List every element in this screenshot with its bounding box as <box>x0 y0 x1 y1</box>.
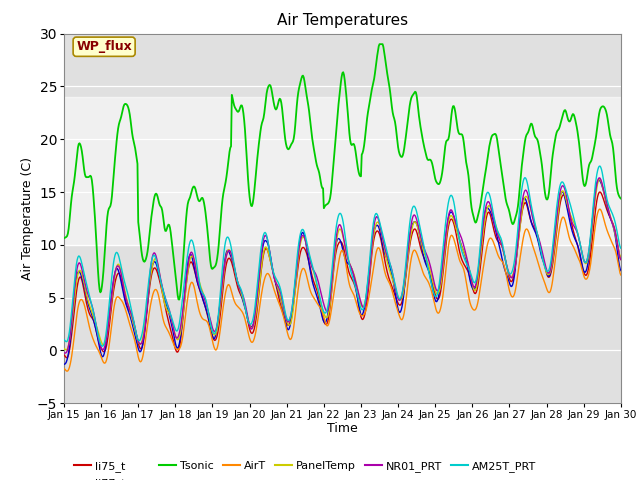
Bar <box>64 97 621 245</box>
Text: WP_flux: WP_flux <box>76 40 132 53</box>
Legend: li75_t, li77_temp, Tsonic, AirT, PanelTemp, NR01_PRT, AM25T_PRT: li75_t, li77_temp, Tsonic, AirT, PanelTe… <box>70 457 541 480</box>
Y-axis label: Air Temperature (C): Air Temperature (C) <box>21 157 34 280</box>
Title: Air Temperatures: Air Temperatures <box>277 13 408 28</box>
X-axis label: Time: Time <box>327 421 358 434</box>
